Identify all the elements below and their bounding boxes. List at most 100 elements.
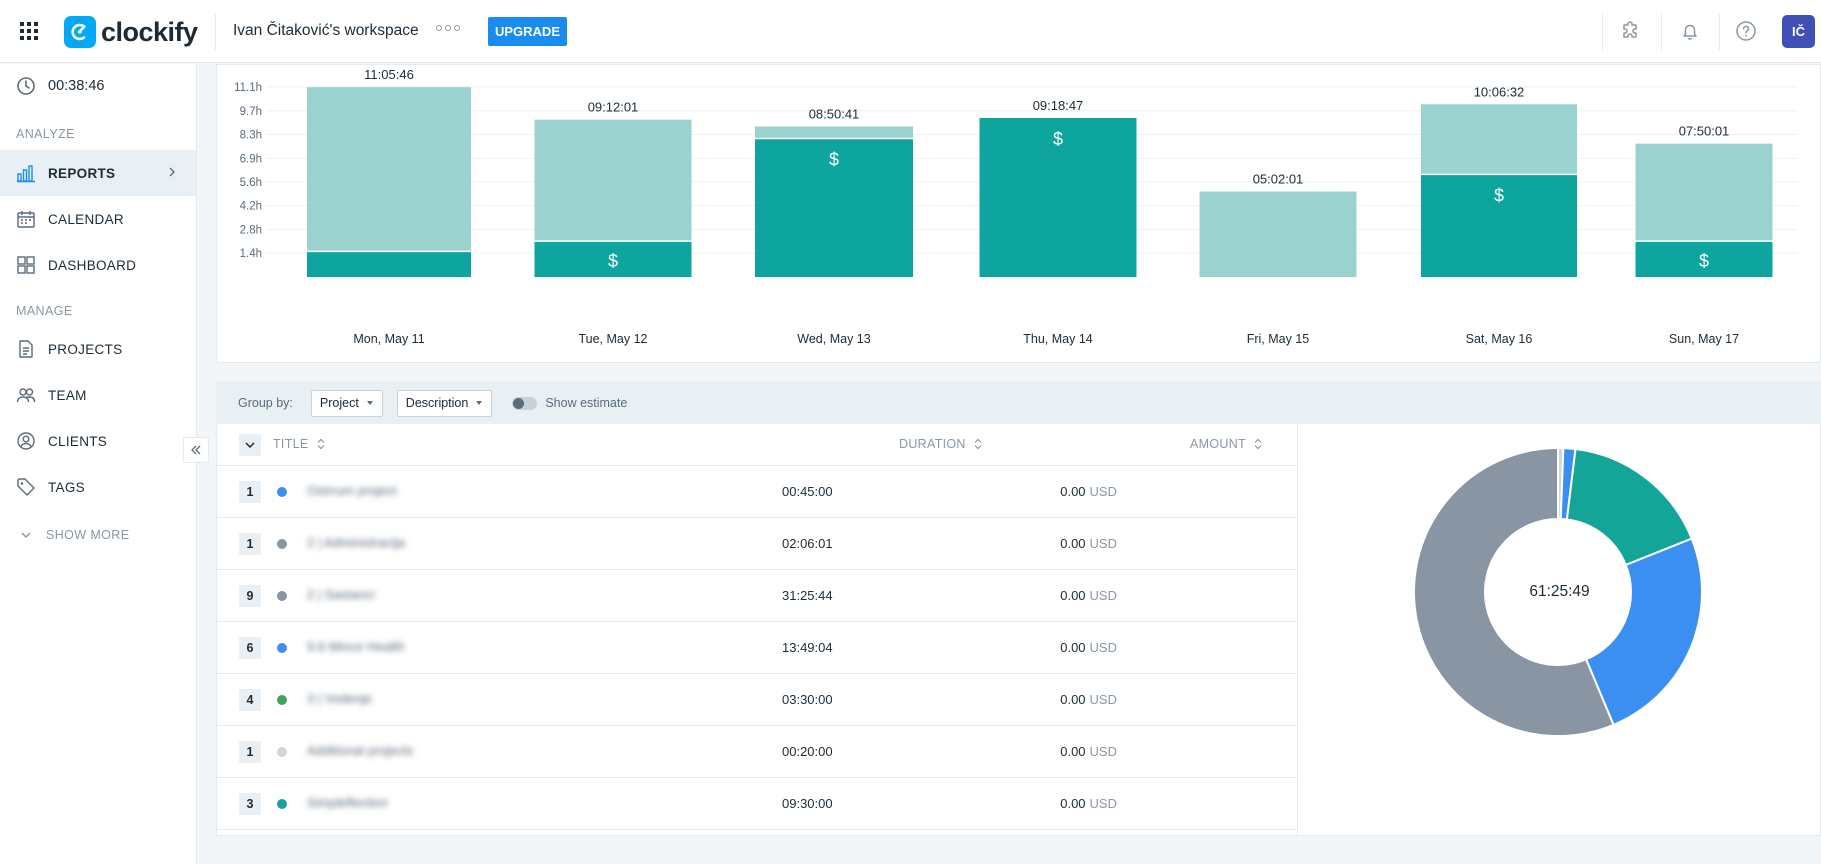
duration-value: 09:30:00 — [782, 796, 833, 811]
table-row[interactable]: 3 Simpleflection 09:30:00 0.00 USD — [217, 778, 1299, 830]
upgrade-button[interactable]: UPGRADE — [488, 17, 567, 46]
duration-value: 03:30:00 — [782, 692, 833, 707]
entry-count-badge[interactable]: 1 — [239, 533, 261, 555]
bar-chart-card: 1.4h 2.8h 4.2h 5.6h 6.9h 8.3h 9.7h 11.1h 11:05:4… — [216, 64, 1821, 363]
table-row[interactable]: 1 Additional projects 00:20:00 0.00 USD — [217, 726, 1299, 778]
project-color-dot — [277, 539, 287, 549]
collapse-sidebar-button[interactable] — [183, 437, 209, 463]
x-tick-label: Tue, May 12 — [578, 332, 647, 346]
currency-label: USD — [1089, 692, 1117, 707]
y-tick-label: 8.3h — [240, 130, 262, 142]
sidebar-item-label: CALENDAR — [48, 211, 124, 227]
currency-label: USD — [1089, 640, 1117, 655]
sidebar-item-label: TEAM — [48, 387, 87, 403]
group-by-project-dropdown[interactable]: Project — [310, 389, 383, 417]
donut-slice[interactable] — [1584, 537, 1703, 727]
app-grid-icon[interactable] — [20, 22, 38, 40]
bar-billable[interactable] — [534, 241, 692, 277]
sidebar-item-clients[interactable]: CLIENTS — [0, 418, 196, 464]
sidebar-item-label: TAGS — [48, 479, 85, 495]
table-row[interactable]: 1 Ostrrum project 00:45:00 0.00 USD — [217, 466, 1299, 518]
amount-value: 0.00 USD — [987, 484, 1117, 499]
column-label: TITLE — [273, 437, 309, 451]
group-by-bar: Group by: Project Description Show estim… — [216, 382, 1821, 424]
y-tick-label: 1.4h — [240, 248, 262, 260]
table-row[interactable]: 4 3 | Vodenje 03:30:00 0.00 USD — [217, 674, 1299, 726]
clockify-logo-icon — [64, 16, 96, 48]
duration-value: 00:45:00 — [782, 484, 833, 499]
project-title: 3 | Vodenje — [307, 691, 372, 706]
bar-non-billable[interactable] — [534, 119, 692, 242]
logo[interactable]: clockify — [64, 16, 198, 48]
table-row[interactable]: 9 2 | Sastanci 31:25:44 0.00 USD — [217, 570, 1299, 622]
project-color-dot — [277, 695, 287, 705]
project-title: 2 | Administracija — [307, 535, 406, 550]
caret-down-icon — [476, 401, 483, 405]
help-icon[interactable] — [1734, 19, 1758, 43]
show-more-button[interactable]: SHOW MORE — [20, 528, 129, 542]
show-estimate-toggle[interactable] — [512, 396, 538, 410]
table-row[interactable]: 1 2 | Administracija 02:06:01 0.00 USD — [217, 518, 1299, 570]
workspace-name[interactable]: Ivan Čitaković's workspace — [233, 22, 419, 39]
bar-non-billable[interactable] — [307, 87, 471, 252]
bell-icon[interactable] — [1678, 19, 1702, 43]
bar-chart: 1.4h 2.8h 4.2h 5.6h 6.9h 8.3h 9.7h 11.1h 11:05:4… — [234, 67, 1797, 346]
x-tick-label: Sun, May 17 — [1669, 332, 1739, 346]
bar-non-billable[interactable] — [1199, 191, 1357, 277]
extension-icon[interactable] — [1619, 19, 1643, 43]
column-label: DURATION — [899, 437, 966, 451]
entry-count-badge[interactable]: 9 — [239, 585, 261, 607]
amount-number: 0.00 — [1060, 796, 1086, 811]
bar-billable[interactable] — [979, 117, 1137, 277]
x-tick-label: Thu, May 14 — [1023, 332, 1093, 346]
project-color-dot — [277, 591, 287, 601]
entry-count-badge[interactable]: 1 — [239, 481, 261, 503]
project-color-dot — [277, 643, 287, 653]
bar-billable[interactable] — [307, 251, 471, 277]
show-estimate-label: Show estimate — [545, 396, 628, 410]
sidebar-item-dashboard[interactable]: DASHBOARD — [0, 242, 196, 288]
title-column-header[interactable]: TITLE — [273, 437, 325, 451]
show-more-label: SHOW MORE — [46, 528, 130, 542]
sidebar-item-team[interactable]: TEAM — [0, 372, 196, 418]
duration-value: 00:20:00 — [782, 744, 833, 759]
duration-column-header[interactable]: DURATION — [899, 437, 982, 451]
sidebar-item-calendar[interactable]: CALENDAR — [0, 196, 196, 242]
bar-total-label: 09:12:01 — [588, 100, 639, 115]
donut-slice[interactable] — [1413, 446, 1615, 737]
group-by-label: Group by: — [238, 396, 293, 410]
bar-non-billable[interactable] — [755, 126, 913, 139]
bar-billable[interactable] — [755, 138, 913, 277]
sidebar-item-tags[interactable]: TAGS — [0, 464, 196, 510]
entry-count-badge[interactable]: 1 — [239, 741, 261, 763]
x-tick-label: Wed, May 13 — [797, 332, 870, 346]
amount-column-header[interactable]: AMOUNT — [1190, 437, 1262, 451]
user-avatar[interactable]: IČ — [1782, 15, 1815, 48]
bar-total-label: 09:18:47 — [1033, 98, 1084, 113]
sidebar-item-projects[interactable]: PROJECTS — [0, 326, 196, 372]
entry-count-badge[interactable]: 6 — [239, 637, 261, 659]
y-tick-label: 11.1h — [234, 82, 262, 94]
sidebar-item-timer[interactable]: 00:38:46 — [16, 76, 104, 96]
sidebar-item-label: PROJECTS — [48, 341, 123, 357]
workspace-menu-icon[interactable] — [436, 25, 460, 31]
donut-slice[interactable] — [1565, 447, 1694, 567]
group-by-description-dropdown[interactable]: Description — [396, 389, 493, 417]
billable-dollar-icon: $ — [608, 251, 618, 271]
bar-billable[interactable] — [1421, 174, 1577, 277]
entry-count-badge[interactable]: 4 — [239, 689, 261, 711]
sidebar-item-reports[interactable]: REPORTS — [0, 150, 196, 196]
team-icon — [16, 388, 36, 403]
currency-label: USD — [1089, 484, 1117, 499]
bar-billable[interactable] — [1635, 241, 1773, 277]
y-tick-label: 4.2h — [240, 201, 262, 213]
y-tick-label: 5.6h — [240, 177, 262, 189]
amount-number: 0.00 — [1060, 536, 1086, 551]
expand-all-button[interactable] — [239, 434, 261, 456]
table-row[interactable]: 6 9.6 Mince Health 13:49:04 0.00 USD — [217, 622, 1299, 674]
header-divider — [1719, 14, 1720, 50]
client-icon — [17, 432, 35, 450]
entry-count-badge[interactable]: 3 — [239, 793, 261, 815]
bar-non-billable[interactable] — [1421, 104, 1577, 175]
bar-non-billable[interactable] — [1635, 143, 1773, 242]
